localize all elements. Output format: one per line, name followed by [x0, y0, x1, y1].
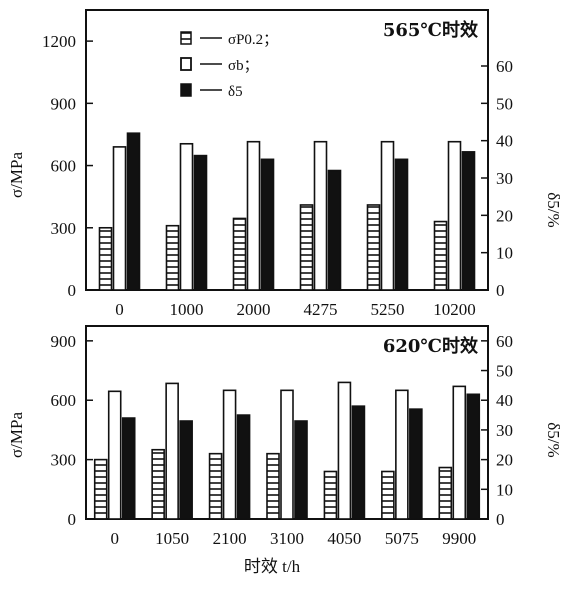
x-tick-label-1-6: 9900	[442, 529, 476, 548]
legend-swatch-hollow	[180, 57, 192, 71]
bar-1-0-5	[381, 470, 395, 520]
y-axis-label-620: σ/MPa	[7, 412, 26, 458]
bar-1-0-1	[151, 448, 165, 520]
y2-tick-label-0-0: 0	[496, 281, 505, 300]
y-axis-label-565: σ/MPa	[7, 152, 26, 198]
bar-0-2-1	[193, 154, 208, 291]
bar-1-2-6	[466, 393, 481, 520]
bar-0-2-5	[461, 151, 476, 291]
y-tick-label-0-2: 600	[51, 157, 77, 176]
bars-565	[98, 132, 476, 291]
y-tick-label-0-4: 1200	[42, 32, 76, 51]
bar-1-2-0	[121, 417, 136, 520]
bar-1-1-6	[452, 385, 467, 520]
x-tick-label-1-2: 2100	[213, 529, 247, 548]
y-tick-label-0-3: 900	[51, 94, 77, 113]
y-tick-label-0-1: 300	[51, 219, 77, 238]
y2-axis-label-565: δ5/%	[544, 192, 563, 227]
y2-tick-label-0-1: 10	[496, 244, 513, 263]
x-tick-label-0-2: 2000	[237, 300, 271, 319]
bar-0-2-2	[260, 158, 275, 291]
bar-1-2-3	[294, 420, 308, 520]
x-tick-label-0-4: 5250	[371, 300, 405, 319]
x-tick-label-1-0: 0	[110, 529, 119, 548]
bar-1-0-2	[208, 452, 223, 520]
legend-label-sigma-b: σb；	[228, 58, 259, 74]
bar-1-0-6	[438, 466, 453, 520]
y-tick-label-1-2: 600	[51, 391, 77, 410]
bar-0-1-1	[179, 142, 194, 291]
y2-tick-label-1-4: 40	[496, 391, 513, 410]
y2-tick-label-1-0: 0	[496, 510, 505, 529]
y2-axis-label-620: δ5/%	[544, 422, 563, 457]
bar-1-1-5	[395, 389, 409, 520]
y-tick-label-1-1: 300	[51, 451, 77, 470]
bar-0-0-2	[232, 217, 247, 291]
y2-tick-label-0-6: 60	[496, 57, 513, 76]
x-tick-label-0-5: 10200	[433, 300, 476, 319]
bar-1-2-5	[409, 408, 423, 520]
bar-0-0-4	[366, 204, 381, 291]
annotation-620: 620℃时效	[383, 335, 479, 357]
y2-tick-label-1-3: 30	[496, 421, 513, 440]
axis-ticks-565	[86, 40, 488, 291]
bar-1-1-0	[107, 390, 122, 520]
legend: σP0.2； σb； δ5	[180, 31, 278, 100]
bar-1-1-2	[222, 389, 237, 520]
bar-1-2-2	[236, 414, 251, 520]
legend-swatch-hatched	[180, 31, 192, 45]
y2-tick-label-0-5: 50	[496, 94, 513, 113]
bars-620	[93, 381, 481, 520]
bar-1-1-4	[337, 381, 352, 520]
bar-1-2-4	[351, 405, 366, 520]
y2-tick-label-1-1: 10	[496, 480, 513, 499]
legend-swatch-solid	[180, 83, 192, 97]
x-tick-label-1-5: 5075	[385, 529, 419, 548]
y2-tick-label-0-3: 30	[496, 169, 513, 188]
y2-tick-label-1-5: 50	[496, 362, 513, 381]
y2-tick-label-1-2: 20	[496, 451, 513, 470]
bar-0-1-2	[246, 140, 261, 291]
bar-0-1-5	[447, 140, 462, 291]
plot-frame-565	[85, 9, 489, 291]
bar-1-0-3	[266, 452, 280, 520]
y-tick-label-0-0: 0	[68, 281, 77, 300]
y2-tick-label-0-2: 20	[496, 206, 513, 225]
bar-0-0-0	[98, 226, 113, 291]
bar-0-1-3	[313, 140, 328, 291]
bar-0-2-4	[394, 158, 409, 291]
bar-0-2-0	[126, 132, 141, 291]
bar-1-0-0	[93, 458, 108, 520]
bar-1-1-3	[280, 389, 294, 520]
x-tick-label-1-1: 1050	[155, 529, 189, 548]
bar-0-1-4	[380, 140, 395, 291]
bar-1-2-1	[179, 420, 193, 520]
bar-0-0-3	[299, 204, 314, 291]
legend-label-delta5: δ5	[228, 84, 243, 100]
y2-tick-label-0-4: 40	[496, 132, 513, 151]
annotation-565: 565℃时效	[383, 19, 479, 41]
bar-0-0-5	[433, 220, 448, 291]
x-tick-label-0-3: 4275	[304, 300, 338, 319]
bar-1-1-1	[165, 382, 179, 520]
y-tick-label-1-3: 900	[51, 332, 77, 351]
bar-0-0-1	[165, 224, 180, 291]
y-tick-label-1-0: 0	[68, 510, 77, 529]
bar-0-1-0	[112, 146, 127, 291]
x-tick-label-1-3: 3100	[270, 529, 304, 548]
legend-label-sigma-p02: σP0.2；	[228, 32, 278, 48]
x-axis-label: 时效 t/h	[244, 557, 301, 576]
x-tick-label-1-4: 4050	[327, 529, 361, 548]
bar-1-0-4	[323, 470, 338, 520]
x-tick-label-0-1: 1000	[170, 300, 204, 319]
bar-0-2-3	[327, 169, 342, 291]
y2-tick-label-1-6: 60	[496, 332, 513, 351]
x-tick-label-0-0: 0	[115, 300, 124, 319]
